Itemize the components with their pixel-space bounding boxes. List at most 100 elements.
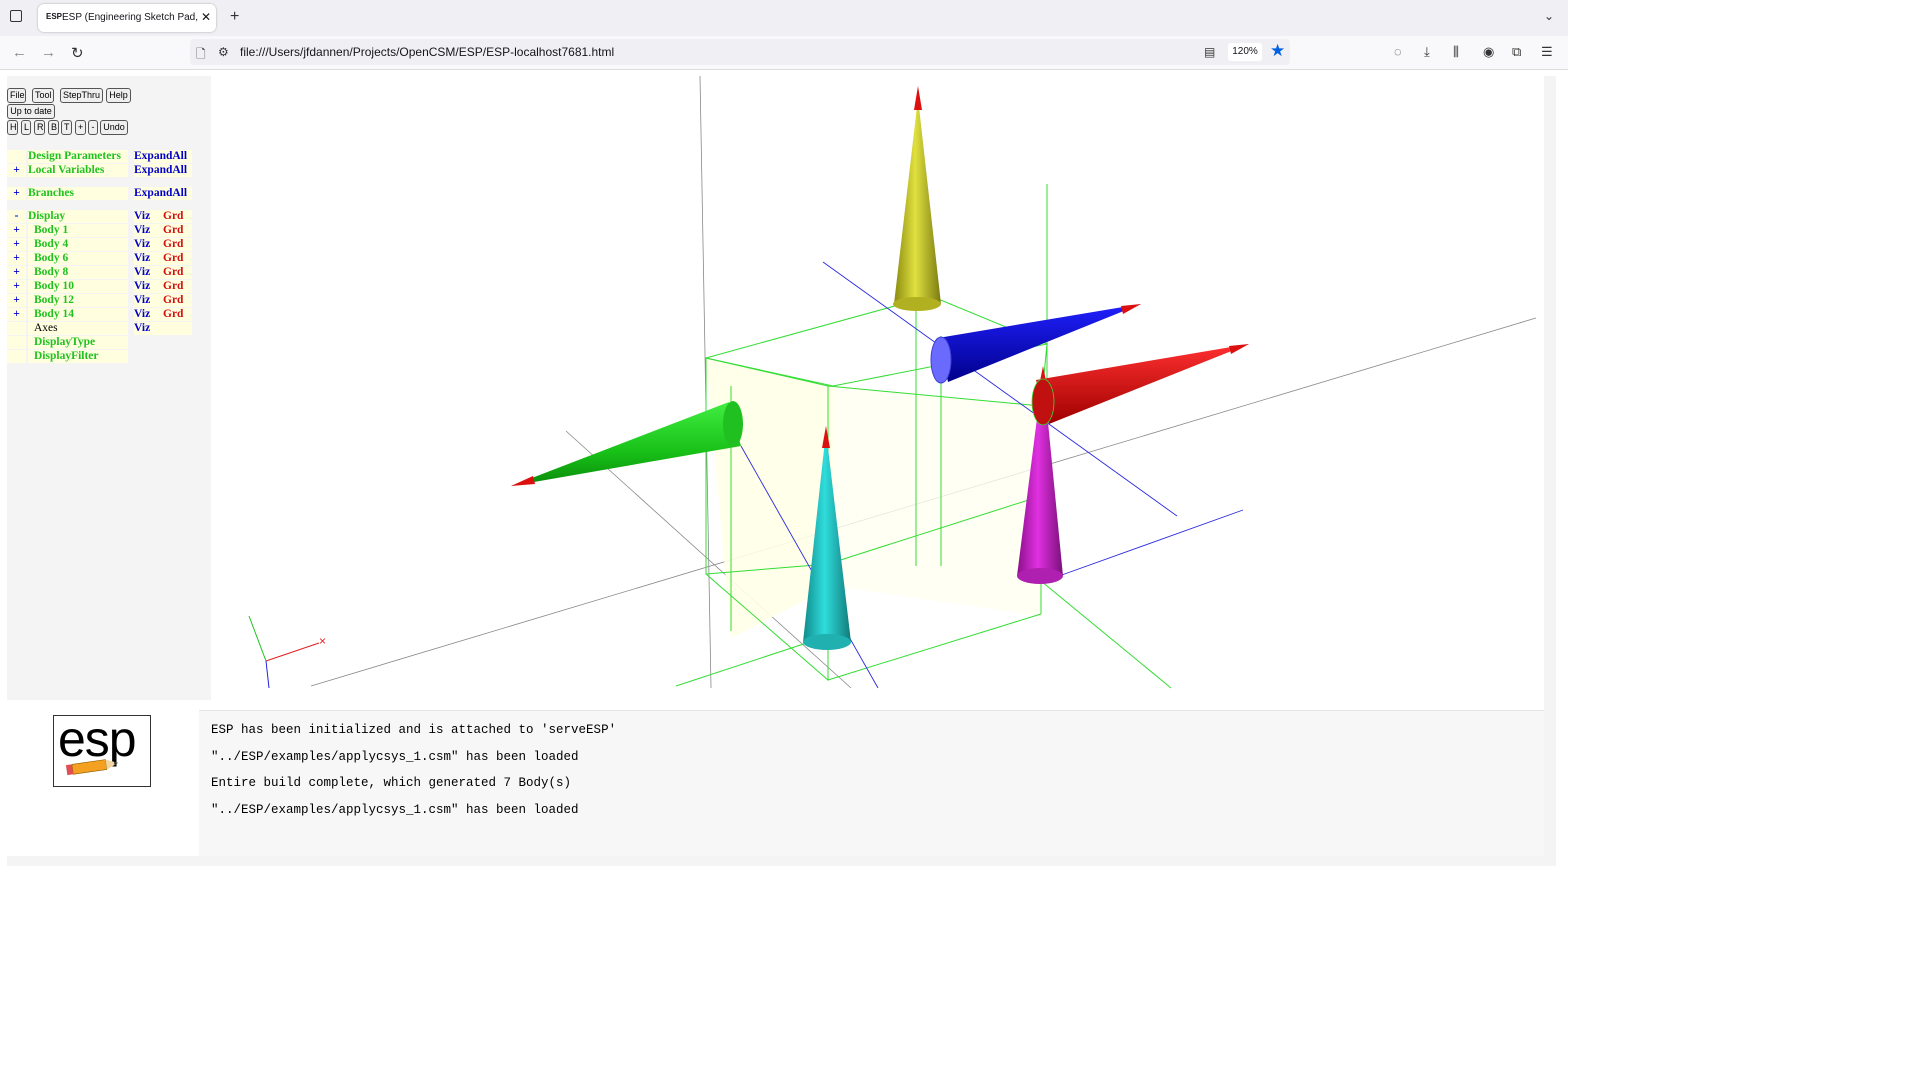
page-icon: 🗋 bbox=[196, 47, 206, 61]
tree-toggle bbox=[7, 322, 26, 335]
stepthru-button[interactable]: StepThru bbox=[60, 88, 103, 103]
browser-tab-bar: ESP ESP (Engineering Sketch Pad, V ✕ + ⌄ bbox=[0, 0, 1568, 36]
viz-toggle[interactable]: Viz bbox=[134, 280, 164, 293]
local-variables-label[interactable]: Local Variables bbox=[28, 164, 128, 177]
chevron-down-icon[interactable]: ⌄ bbox=[1544, 9, 1555, 23]
library-icon[interactable]: ⫼ bbox=[1453, 44, 1459, 59]
tree-toggle[interactable]: + bbox=[7, 252, 26, 265]
url-text[interactable]: file:///Users/jfdannen/Projects/OpenCSM/… bbox=[240, 45, 615, 59]
viz-toggle[interactable]: Viz bbox=[134, 210, 164, 223]
grd-toggle[interactable]: Grd bbox=[163, 266, 192, 279]
tree-row-branches: + Branches ExpandAll bbox=[7, 187, 199, 201]
view-top-button[interactable]: T bbox=[61, 120, 72, 135]
tree-toggle[interactable]: + bbox=[7, 187, 26, 200]
browser-nav-bar: ← → ↻ 🗋 ⚙ file:///Users/jfdannen/Project… bbox=[0, 36, 1568, 70]
tool-button[interactable]: Tool bbox=[32, 88, 54, 103]
body-label[interactable]: Body 14 bbox=[28, 308, 128, 321]
yellow-cone-tip bbox=[914, 86, 922, 110]
tree-toggle[interactable]: - bbox=[7, 210, 26, 223]
design-parameters-label[interactable]: Design Parameters bbox=[28, 150, 128, 163]
tab-title: ESP (Engineering Sketch Pad, V bbox=[62, 12, 198, 23]
graphics-canvas[interactable]: × bbox=[211, 75, 1543, 698]
right-scrollbar[interactable] bbox=[1544, 76, 1556, 856]
grd-toggle[interactable]: Grd bbox=[163, 224, 192, 237]
scene-svg[interactable]: × bbox=[211, 75, 1543, 698]
bookmark-star-icon[interactable]: ★ bbox=[1270, 41, 1286, 60]
viz-toggle[interactable]: Viz bbox=[134, 294, 164, 307]
yellow-cone-base bbox=[893, 297, 941, 311]
view-home-button[interactable]: H bbox=[7, 120, 18, 135]
body-label[interactable]: Body 8 bbox=[28, 266, 128, 279]
body-label[interactable]: Body 1 bbox=[28, 224, 128, 237]
body-label[interactable]: Body 10 bbox=[28, 280, 128, 293]
axes-viz-toggle[interactable]: Viz bbox=[134, 322, 192, 335]
reader-view-icon[interactable]: ▤ bbox=[1204, 45, 1216, 59]
view-left-button[interactable]: L bbox=[21, 120, 31, 135]
tree-toggle[interactable]: + bbox=[7, 164, 26, 177]
magenta-cone bbox=[1017, 371, 1063, 576]
viz-toggle[interactable]: Viz bbox=[134, 252, 164, 265]
forward-arrow-icon[interactable]: → bbox=[41, 44, 56, 61]
grd-toggle[interactable]: Grd bbox=[163, 294, 192, 307]
viz-toggle[interactable]: Viz bbox=[134, 224, 164, 237]
downloads-icon[interactable]: ⤓ bbox=[1424, 44, 1430, 59]
viz-toggle[interactable]: Viz bbox=[134, 238, 164, 251]
grd-toggle[interactable]: Grd bbox=[163, 308, 192, 321]
zoom-out-button[interactable]: - bbox=[88, 120, 98, 135]
close-tab-icon[interactable]: ✕ bbox=[201, 10, 212, 24]
tree-toggle[interactable]: + bbox=[7, 224, 26, 237]
cyan-cone-base bbox=[803, 634, 851, 650]
tree-toggle[interactable]: + bbox=[7, 280, 26, 293]
axes-label: Axes bbox=[28, 322, 128, 335]
tree-row-display-type: DisplayType bbox=[7, 336, 199, 350]
green-cone bbox=[511, 402, 741, 486]
bounding-face bbox=[833, 386, 1041, 616]
body-label[interactable]: Body 6 bbox=[28, 252, 128, 265]
hamburger-menu-icon[interactable]: ☰ bbox=[1541, 44, 1553, 59]
help-button[interactable]: Help bbox=[106, 88, 131, 103]
grd-toggle[interactable]: Grd bbox=[163, 238, 192, 251]
new-tab-icon[interactable]: + bbox=[230, 8, 240, 25]
zoom-level-badge[interactable]: 120% bbox=[1228, 43, 1262, 61]
zoom-in-button[interactable]: + bbox=[75, 120, 86, 135]
tree-toggle[interactable]: + bbox=[7, 294, 26, 307]
body-label[interactable]: Body 4 bbox=[28, 238, 128, 251]
cyan-cone-tip bbox=[822, 426, 830, 448]
body-label[interactable]: Body 12 bbox=[28, 294, 128, 307]
grd-toggle[interactable]: Grd bbox=[163, 280, 192, 293]
green-cone-base bbox=[723, 401, 743, 447]
site-permissions-icon[interactable]: ⚙ bbox=[218, 45, 229, 59]
undo-button[interactable]: Undo bbox=[100, 120, 128, 135]
expand-all-branches[interactable]: ExpandAll bbox=[134, 187, 192, 200]
tab-menu-icon[interactable] bbox=[10, 10, 22, 22]
view-bottom-button[interactable]: B bbox=[48, 120, 59, 135]
up-to-date-button[interactable]: Up to date bbox=[7, 104, 55, 119]
message-line: "../ESP/examples/applycsys_1.csm" has be… bbox=[211, 750, 579, 764]
bottom-strip bbox=[7, 856, 1556, 866]
pocket-icon[interactable]: ◌ bbox=[1394, 44, 1402, 59]
expand-all-design-parameters[interactable]: ExpandAll bbox=[134, 150, 192, 163]
viz-toggle[interactable]: Viz bbox=[134, 308, 164, 321]
browser-tab-esp[interactable]: ESP ESP (Engineering Sketch Pad, V ✕ bbox=[38, 4, 216, 32]
display-type-label[interactable]: DisplayType bbox=[28, 336, 128, 349]
cyan-cone bbox=[803, 431, 851, 642]
extensions-icon[interactable]: ⧉ bbox=[1512, 44, 1522, 59]
tree-toggle[interactable]: + bbox=[7, 308, 26, 321]
display-label[interactable]: Display bbox=[28, 210, 128, 223]
view-right-button[interactable]: R bbox=[34, 120, 45, 135]
display-filter-label[interactable]: DisplayFilter bbox=[28, 350, 128, 363]
tree-toggle[interactable]: + bbox=[7, 238, 26, 251]
tree-toggle[interactable]: + bbox=[7, 266, 26, 279]
url-bar[interactable]: 🗋 ⚙ file:///Users/jfdannen/Projects/Open… bbox=[190, 39, 1290, 65]
expand-all-local-variables[interactable]: ExpandAll bbox=[134, 164, 192, 177]
reload-icon[interactable]: ↻ bbox=[71, 45, 84, 62]
account-icon[interactable]: ◉ bbox=[1483, 44, 1495, 59]
branches-label[interactable]: Branches bbox=[28, 187, 128, 200]
grd-toggle[interactable]: Grd bbox=[163, 252, 192, 265]
viz-toggle[interactable]: Viz bbox=[134, 266, 164, 279]
back-arrow-icon[interactable]: ← bbox=[12, 44, 27, 61]
logo-panel: esp bbox=[7, 710, 200, 856]
file-button[interactable]: File bbox=[7, 88, 26, 103]
red-cone bbox=[1036, 344, 1249, 424]
grd-toggle[interactable]: Grd bbox=[163, 210, 192, 223]
